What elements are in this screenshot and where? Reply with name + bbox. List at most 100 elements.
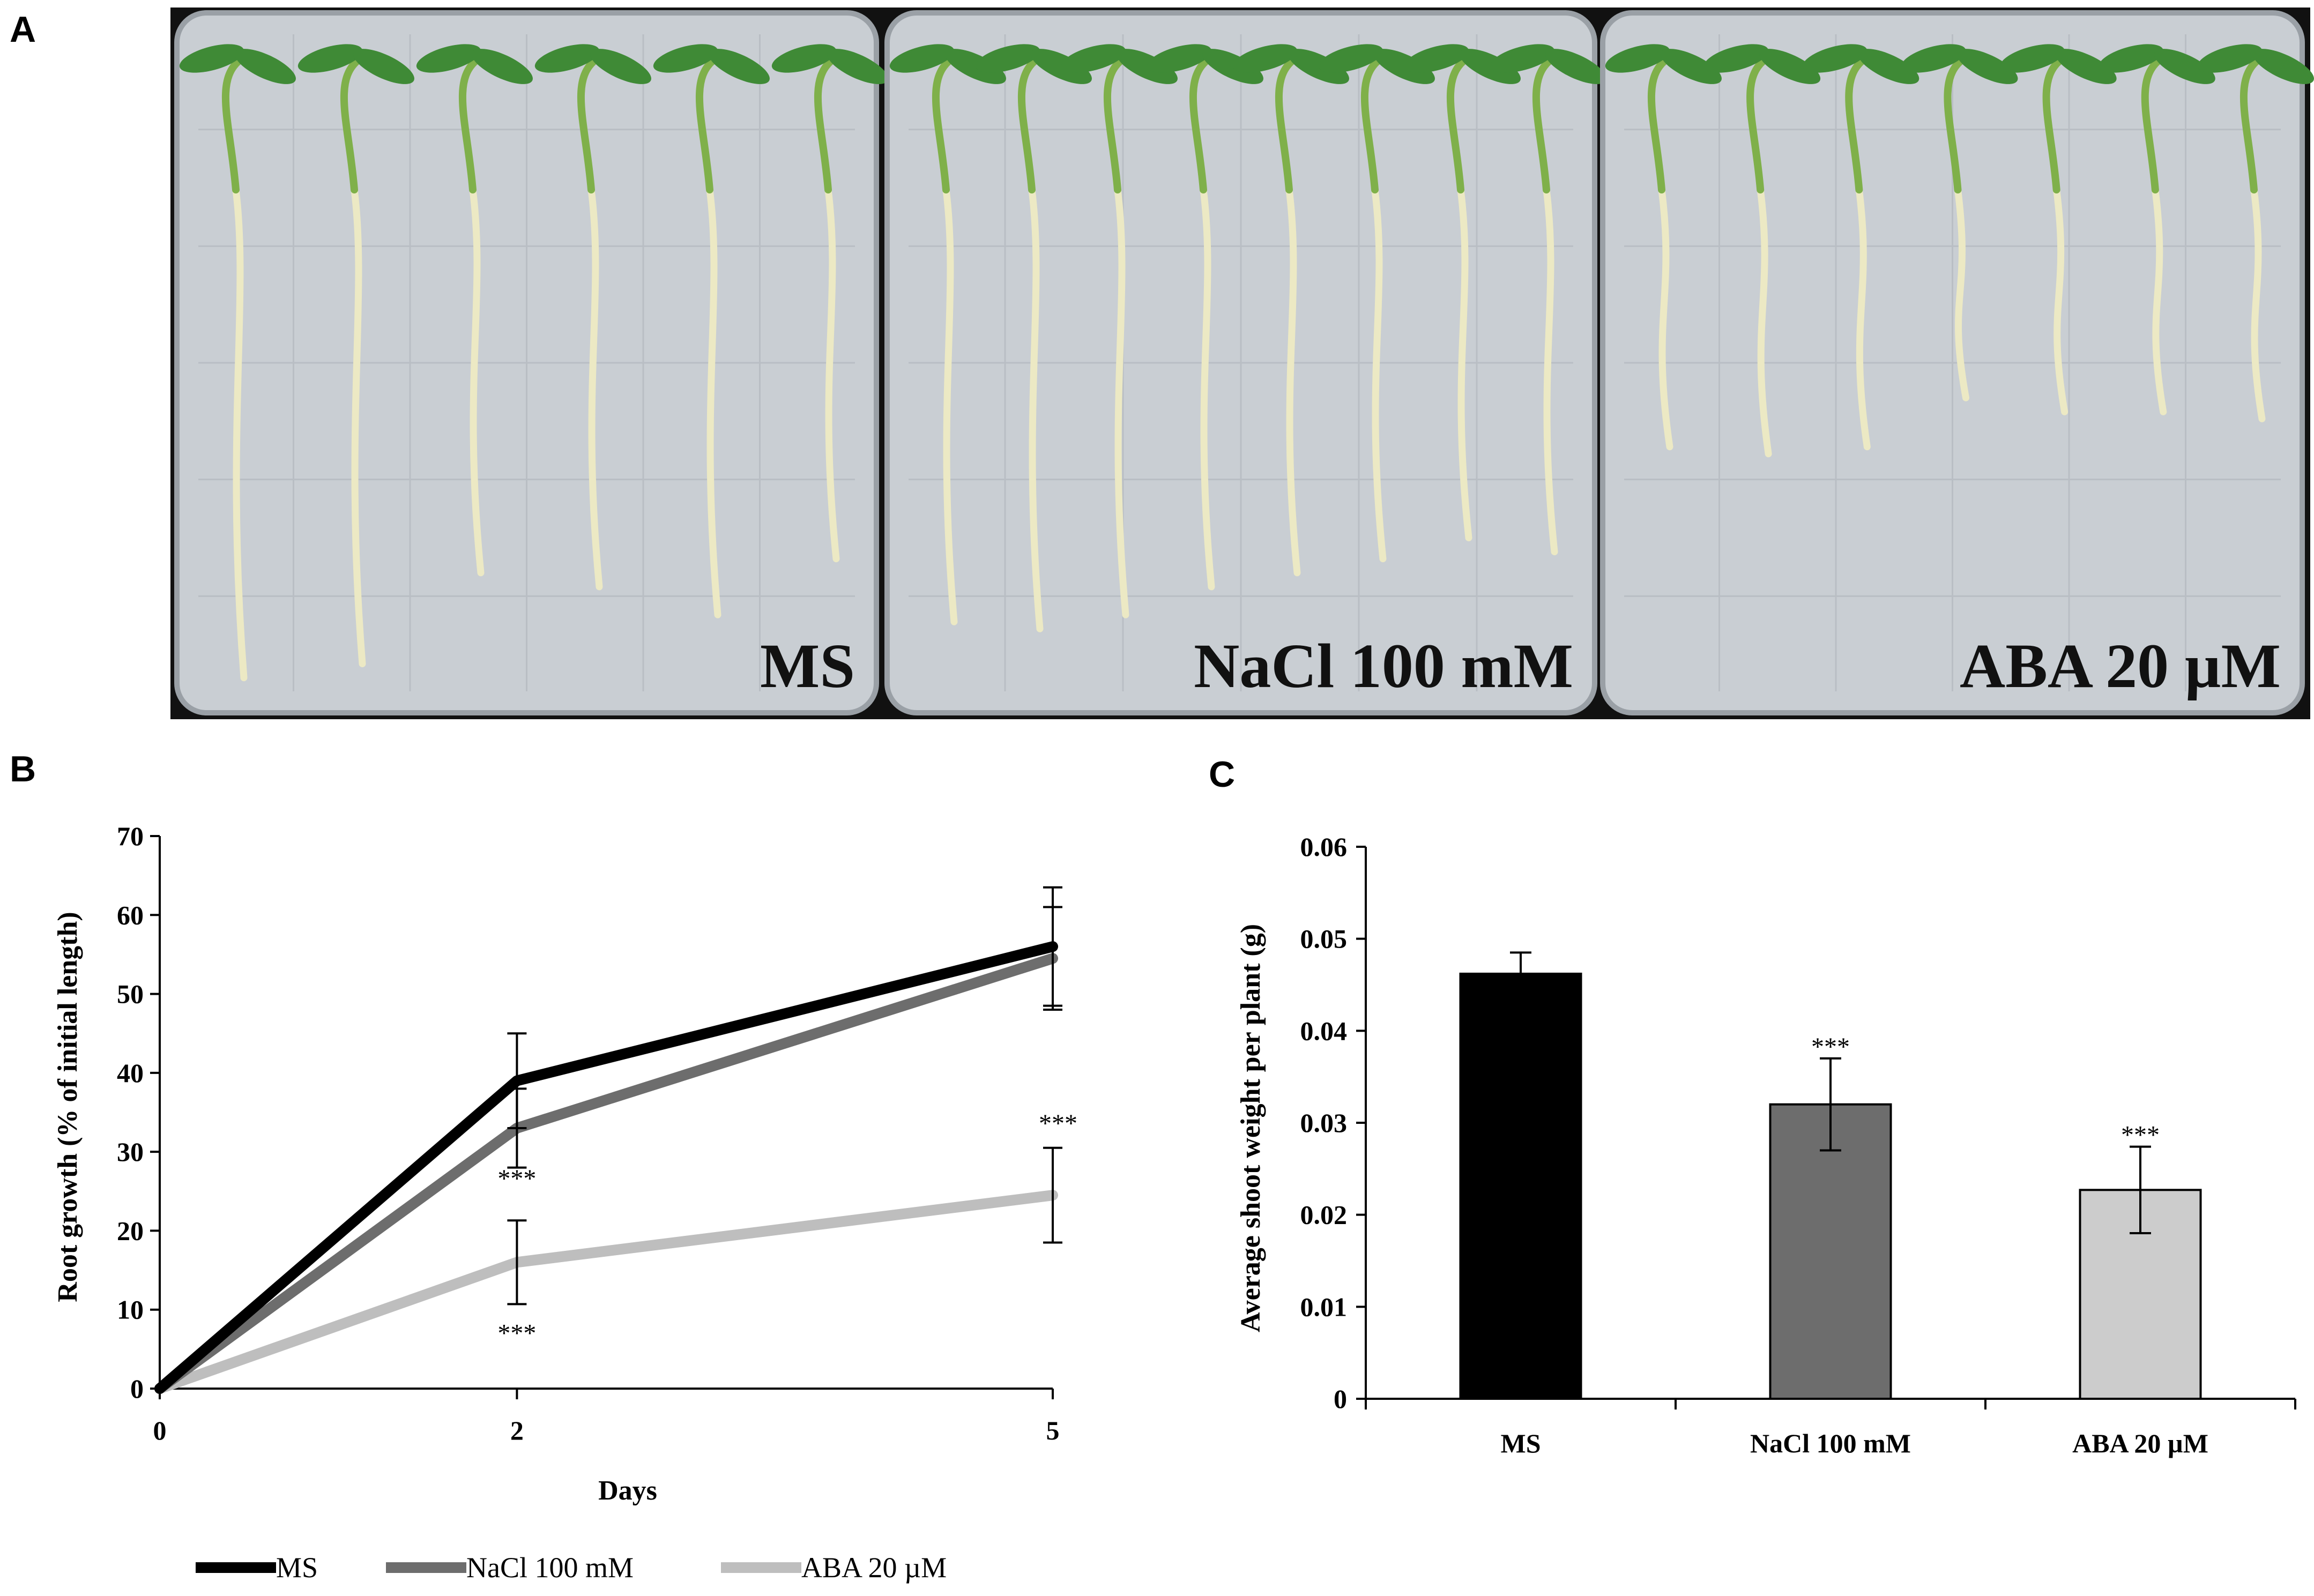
y-tick-label: 60 [117, 900, 144, 930]
stem [1275, 57, 1296, 193]
y-tick-label: 20 [117, 1215, 144, 1246]
y-tick-label: 0.03 [1300, 1108, 1348, 1138]
root [2053, 186, 2069, 415]
leaf [1545, 49, 1606, 84]
error-bar [1820, 1057, 1841, 1152]
stem [1189, 57, 1210, 193]
root [1757, 186, 1772, 458]
root [942, 186, 958, 625]
leaf [1901, 44, 1966, 73]
leaf [235, 49, 296, 84]
x-tick-label: 2 [510, 1415, 524, 1445]
error-bar [1043, 1146, 1062, 1244]
stem [1944, 57, 1965, 193]
leaf [590, 49, 651, 84]
leaf [1318, 44, 1383, 73]
error-bar [2130, 1145, 2151, 1234]
root [1114, 186, 1129, 618]
leaf [1490, 44, 1555, 73]
series-line [154, 953, 1058, 1394]
seedling [416, 44, 533, 577]
root [824, 186, 840, 563]
stem [1746, 57, 1767, 193]
stem [2239, 57, 2260, 193]
plate-label: ABA 20 µM [1960, 631, 2281, 701]
root [1285, 186, 1301, 577]
y-tick-label: 0 [130, 1374, 144, 1404]
x-tick-label: MS [1501, 1428, 1541, 1458]
stem [1017, 57, 1038, 193]
significance-label: *** [2121, 1121, 2160, 1150]
bar [1769, 1103, 1892, 1400]
seedling [771, 44, 888, 563]
stem [932, 57, 953, 193]
leaf [1956, 49, 2018, 84]
leaf [975, 44, 1040, 73]
agar-plate: ABA 20 µM [1600, 10, 2314, 715]
leaf [534, 44, 600, 73]
panel-a-letter: A [10, 9, 36, 50]
seedling [1803, 44, 1919, 451]
stem [458, 57, 479, 193]
x-tick-label: NaCl 100 mM [1750, 1428, 1911, 1458]
leaf [1661, 49, 1722, 84]
seedling [179, 44, 296, 682]
leaf [472, 49, 533, 84]
stem [340, 57, 361, 193]
panel-b-letter: B [10, 749, 36, 789]
seedling [1901, 44, 2018, 401]
root [706, 186, 721, 618]
error-bar [507, 1087, 527, 1169]
x-tick-label: ABA 20 µM [2072, 1428, 2208, 1458]
leaf [1404, 44, 1469, 73]
seedling [2197, 44, 2314, 422]
root [1028, 186, 1044, 632]
root [1855, 186, 1871, 451]
leaf [1803, 44, 1867, 73]
significance-label: *** [497, 1319, 536, 1347]
stem [814, 57, 835, 193]
stem [1103, 57, 1124, 193]
legend-item: MS [196, 1552, 318, 1584]
root-growth-line-chart: 0 10 20 30 40 50 60 70 0 2 5 Days Root growth (% of … [53, 821, 1077, 1584]
x-axis-title: Days [598, 1475, 657, 1506]
root [351, 186, 366, 668]
leaf [416, 44, 481, 73]
significance-label: *** [1039, 1109, 1077, 1138]
leaf [1147, 44, 1212, 73]
leaf [827, 49, 888, 84]
root [1543, 186, 1558, 556]
legend-label: MS [276, 1552, 318, 1584]
stem [1446, 57, 1467, 193]
stem [221, 57, 242, 193]
leaf [2000, 44, 2065, 73]
error-bar [1510, 951, 1531, 996]
legend-label: NaCl 100 mM [466, 1552, 634, 1584]
seedling [1704, 44, 1821, 458]
leaf [653, 44, 718, 73]
agar-plate: MS [174, 10, 888, 715]
stem [1532, 57, 1553, 193]
legend-item: NaCl 100 mM [386, 1552, 634, 1584]
root [469, 186, 485, 577]
y-tick-label: 70 [117, 821, 144, 851]
root [1457, 186, 1472, 541]
seedling [1605, 44, 1722, 451]
y-axis-title: Average shoot weight per plant (g) [1236, 924, 1266, 1332]
leaf [889, 44, 955, 73]
root [1371, 186, 1387, 563]
seedling [653, 44, 770, 618]
leaf [179, 44, 244, 73]
x-tick-label: 5 [1046, 1415, 1060, 1445]
leaf [1759, 49, 1821, 84]
leaf [297, 44, 363, 73]
leaf [2253, 49, 2314, 84]
panel-c-letter: C [1209, 754, 1235, 795]
seedling [1490, 44, 1606, 556]
root [2250, 186, 2266, 422]
error-bar [1043, 906, 1062, 1011]
y-tick-label: 10 [117, 1295, 144, 1325]
leaf [1061, 44, 1126, 73]
root [587, 186, 603, 591]
